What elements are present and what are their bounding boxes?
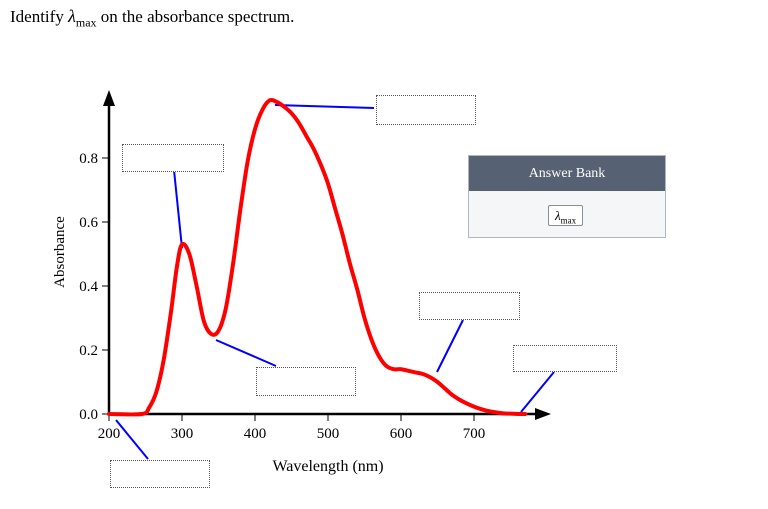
answer-drop-zone-3[interactable]	[256, 367, 356, 396]
leader-line	[520, 371, 555, 413]
y-tick-label: 0.0	[79, 407, 98, 423]
x-tick-label: 300	[171, 426, 194, 442]
answer-bank: Answer Bank λmax	[468, 155, 666, 238]
absorbance-curve	[107, 97, 528, 417]
x-tick-label: 500	[317, 426, 340, 442]
leader-line	[115, 419, 149, 460]
plot-area	[107, 97, 528, 417]
chip-lambda-symbol: λ	[555, 208, 561, 223]
answer-drop-zone-4[interactable]	[419, 292, 520, 320]
leader-line	[173, 169, 183, 249]
y-axis-label: Absorbance	[52, 216, 68, 288]
x-tick-label: 600	[390, 426, 413, 442]
chart-axes	[102, 90, 551, 421]
y-tick-label: 0.8	[79, 151, 98, 167]
answer-drop-zone-1[interactable]	[376, 95, 476, 125]
answer-bank-title: Answer Bank	[469, 156, 665, 191]
leader-line	[436, 319, 464, 373]
x-tick-label: 400	[244, 426, 267, 442]
question-prompt: Identify λmax on the absorbance spectrum…	[10, 6, 294, 30]
y-axis-arrow	[103, 90, 115, 106]
answer-drop-zone-2[interactable]	[122, 144, 224, 172]
answer-bank-body: λmax	[469, 191, 665, 237]
lambda-max-answer-chip[interactable]: λmax	[548, 205, 584, 226]
x-axis-arrow	[535, 408, 551, 420]
chart-labels: Wavelength (nm) Absorbance 200 300 400 500 6…	[52, 151, 485, 475]
max-subscript: max	[75, 15, 97, 30]
x-axis-label: Wavelength (nm)	[272, 458, 383, 475]
y-tick-label: 0.2	[79, 343, 98, 359]
lambda-symbol: λ	[68, 6, 76, 26]
chip-max-subscript: max	[560, 215, 577, 226]
answer-drop-zone-6[interactable]	[110, 460, 210, 488]
x-tick-label: 200	[98, 426, 121, 442]
leader-line	[274, 104, 375, 109]
y-tick-label: 0.4	[79, 279, 98, 295]
prompt-text: Identify	[10, 7, 69, 26]
y-tick-label: 0.6	[79, 215, 98, 231]
prompt-text-end: on the absorbance spectrum.	[96, 7, 295, 26]
answer-drop-zone-5[interactable]	[513, 345, 617, 372]
x-tick-label: 700	[463, 426, 486, 442]
leader-lines	[115, 104, 555, 460]
leader-line	[215, 339, 277, 367]
